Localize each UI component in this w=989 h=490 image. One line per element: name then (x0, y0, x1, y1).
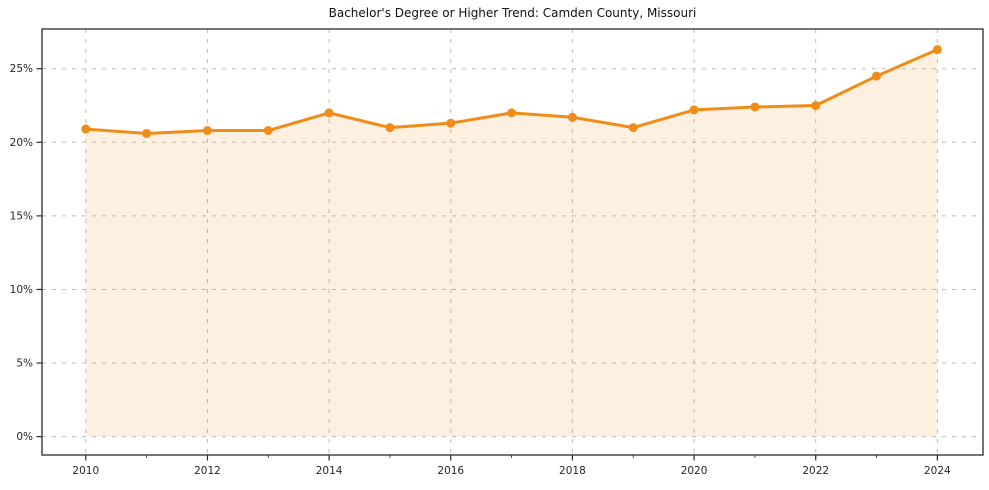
x-axis-tick-label: 2012 (194, 465, 221, 477)
y-axis-tick-label: 25% (10, 63, 33, 75)
data-point-2013 (263, 126, 273, 136)
data-point-2015 (385, 123, 395, 133)
x-axis-tick-label: 2016 (437, 465, 464, 477)
y-axis-tick-label: 20% (10, 137, 33, 149)
x-axis-tick-label: 2022 (802, 465, 829, 477)
data-point-2019 (628, 123, 638, 133)
y-axis-tick-label: 0% (16, 431, 33, 443)
data-point-2022 (811, 101, 821, 111)
area-fill (85, 49, 938, 437)
data-point-2018 (567, 112, 577, 122)
x-axis-tick-label: 2010 (72, 465, 99, 477)
data-point-2011 (142, 128, 152, 138)
data-point-2021 (750, 102, 760, 112)
data-point-2023 (872, 71, 882, 81)
y-axis-tick-label: 5% (16, 358, 33, 370)
data-point-2016 (446, 118, 456, 128)
data-point-2020 (689, 105, 699, 115)
y-axis-tick-label: 10% (10, 284, 33, 296)
data-point-2017 (507, 108, 517, 118)
data-point-2012 (202, 126, 212, 136)
chart-title: Bachelor's Degree or Higher Trend: Camde… (328, 6, 697, 20)
x-axis-tick-label: 2024 (924, 465, 951, 477)
y-axis-tick-label: 15% (10, 210, 33, 222)
plot-border (41, 28, 984, 456)
x-axis-tick-label: 2018 (559, 465, 586, 477)
data-point-2014 (324, 108, 334, 118)
data-point-2010 (81, 124, 91, 134)
data-point-2024 (932, 45, 942, 55)
x-axis-tick-label: 2020 (681, 465, 708, 477)
x-axis-tick-label: 2014 (316, 465, 343, 477)
